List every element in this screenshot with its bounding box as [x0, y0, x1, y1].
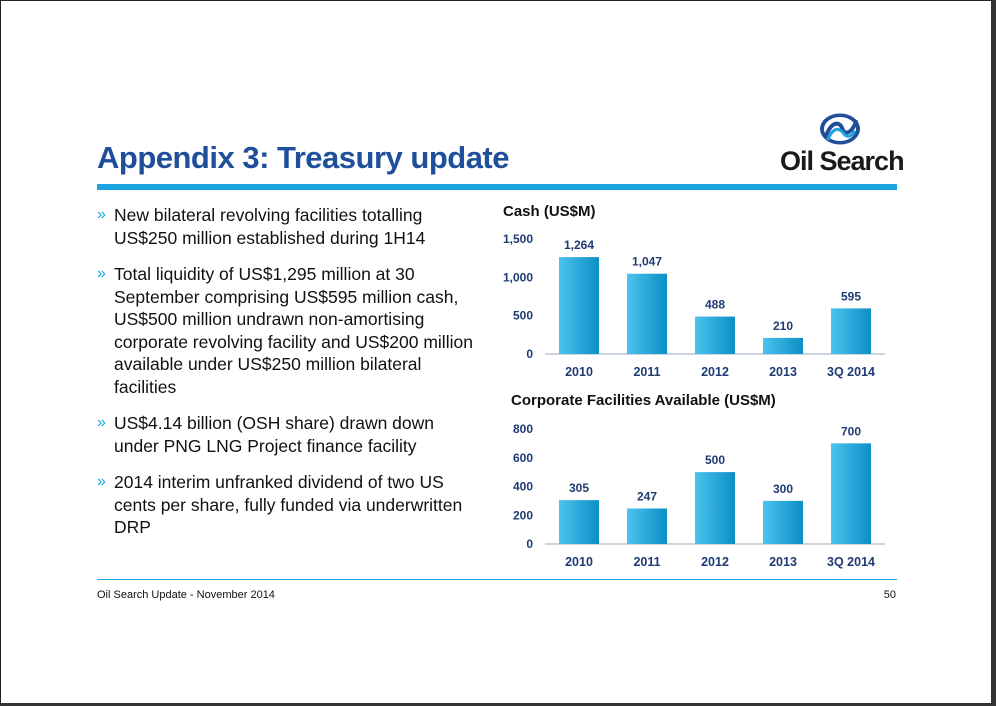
- bullet-marker: »: [97, 473, 106, 490]
- logo-mark-icon: [820, 113, 860, 145]
- data-label: 1,264: [564, 238, 594, 252]
- x-tick-label: 2010: [565, 555, 593, 569]
- title-underline: [97, 184, 897, 190]
- bullet-item: » 2014 interim unfranked dividend of two …: [97, 471, 477, 539]
- bullet-marker: »: [97, 265, 106, 282]
- data-label: 595: [841, 289, 861, 303]
- data-label: 500: [705, 453, 725, 467]
- x-tick-label: 2010: [565, 365, 593, 379]
- bar: [831, 308, 871, 354]
- bar: [627, 273, 667, 354]
- data-label: 247: [637, 489, 657, 503]
- bullet-marker: »: [97, 206, 106, 223]
- data-label: 210: [773, 319, 793, 333]
- facilities-chart-title: Corporate Facilities Available (US$M): [511, 392, 776, 409]
- frame-shadow-right: [991, 0, 996, 706]
- x-tick-label: 2011: [633, 555, 660, 569]
- bullet-list: » New bilateral revolving facilities tota…: [97, 204, 477, 553]
- y-tick-label: 0: [526, 347, 533, 361]
- bar: [627, 508, 667, 544]
- y-tick-label: 1,000: [503, 270, 533, 284]
- data-label: 488: [705, 298, 725, 312]
- x-tick-label: 2012: [701, 555, 729, 569]
- cash-chart-title: Cash (US$M): [503, 203, 596, 220]
- y-tick-label: 800: [513, 422, 533, 436]
- data-label: 305: [569, 481, 589, 495]
- data-label: 700: [841, 424, 861, 438]
- bar: [695, 472, 735, 544]
- y-tick-label: 0: [526, 537, 533, 551]
- y-tick-label: 1,500: [503, 232, 533, 246]
- bar: [559, 257, 599, 354]
- frame-shadow-bottom: [0, 703, 996, 706]
- cash-bar-chart: 0 500 1,000 1,500 1,264 2010 1,047 2011 488 2012 2…: [503, 232, 885, 379]
- footer-divider: [97, 579, 897, 580]
- bullet-item: » Total liquidity of US$1,295 million at …: [97, 263, 477, 398]
- x-tick-label: 2011: [633, 365, 660, 379]
- y-tick-label: 500: [513, 309, 533, 323]
- logo-text: Oil Search: [780, 146, 905, 176]
- y-tick-label: 200: [513, 508, 533, 522]
- bar: [763, 500, 803, 544]
- bullet-item: » US$4.14 billion (OSH share) drawn down …: [97, 412, 477, 457]
- bullet-item: » New bilateral revolving facilities tota…: [97, 204, 477, 249]
- slide-title: Appendix 3: Treasury update: [97, 140, 510, 175]
- bar: [695, 316, 735, 354]
- y-tick-label: 600: [513, 451, 533, 465]
- page-number: 50: [883, 589, 896, 601]
- x-tick-label: 3Q 2014: [827, 555, 875, 569]
- x-tick-label: 2013: [769, 555, 797, 569]
- x-tick-label: 2013: [769, 365, 797, 379]
- oil-search-logo: Oil Search: [780, 112, 905, 178]
- data-label: 300: [773, 482, 793, 496]
- bullet-text: US$4.14 billion (OSH share) drawn down u…: [114, 413, 435, 456]
- footer-text: Oil Search Update - November 2014: [97, 589, 275, 601]
- bullet-text: New bilateral revolving facilities total…: [114, 205, 426, 248]
- facilities-bar-chart: 0 200 400 600 800 305 2010 247 2011 500 2012 300 201…: [513, 422, 885, 569]
- data-label: 1,047: [632, 255, 662, 269]
- x-tick-label: 3Q 2014: [827, 365, 875, 379]
- bar: [831, 443, 871, 544]
- bar: [763, 337, 803, 354]
- x-tick-label: 2012: [701, 365, 729, 379]
- y-tick-label: 400: [513, 480, 533, 494]
- bar: [559, 500, 599, 544]
- bullet-text: Total liquidity of US$1,295 million at 3…: [114, 264, 473, 397]
- bullet-text: 2014 interim unfranked dividend of two U…: [114, 472, 463, 537]
- bullet-marker: »: [97, 414, 106, 431]
